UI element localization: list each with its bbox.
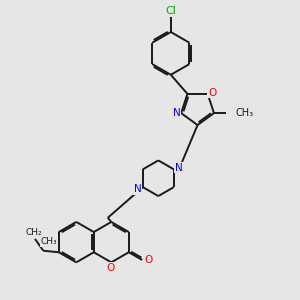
Text: Cl: Cl xyxy=(165,6,176,16)
Text: N: N xyxy=(175,163,183,172)
Text: CH₂: CH₂ xyxy=(25,228,42,237)
Text: O: O xyxy=(106,263,115,273)
Text: O: O xyxy=(144,255,152,265)
Text: O: O xyxy=(208,88,217,98)
Text: CH₃: CH₃ xyxy=(40,237,57,246)
Text: CH₃: CH₃ xyxy=(236,107,254,118)
Text: N: N xyxy=(134,184,141,194)
Text: N: N xyxy=(172,107,180,118)
